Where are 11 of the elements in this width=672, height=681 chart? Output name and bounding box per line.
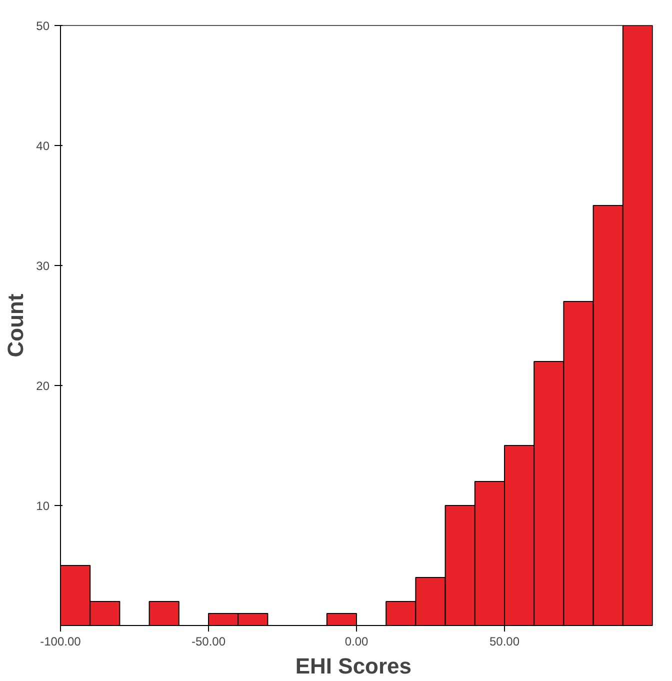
x-tick-label: -50.00 — [191, 634, 226, 648]
y-axis-title: Count — [3, 293, 28, 358]
y-tick-label: 50 — [36, 19, 50, 33]
y-tick-label: 40 — [36, 139, 50, 153]
y-tick-label: 30 — [36, 259, 50, 273]
x-tick-label: 50.00 — [489, 634, 520, 648]
x-axis-title: EHI Scores — [295, 654, 412, 678]
y-tick-label: 20 — [36, 379, 50, 393]
x-tick-label: -100.00 — [40, 634, 82, 648]
x-tick-label: 0.00 — [344, 634, 369, 648]
y-tick-label: 10 — [36, 499, 50, 513]
